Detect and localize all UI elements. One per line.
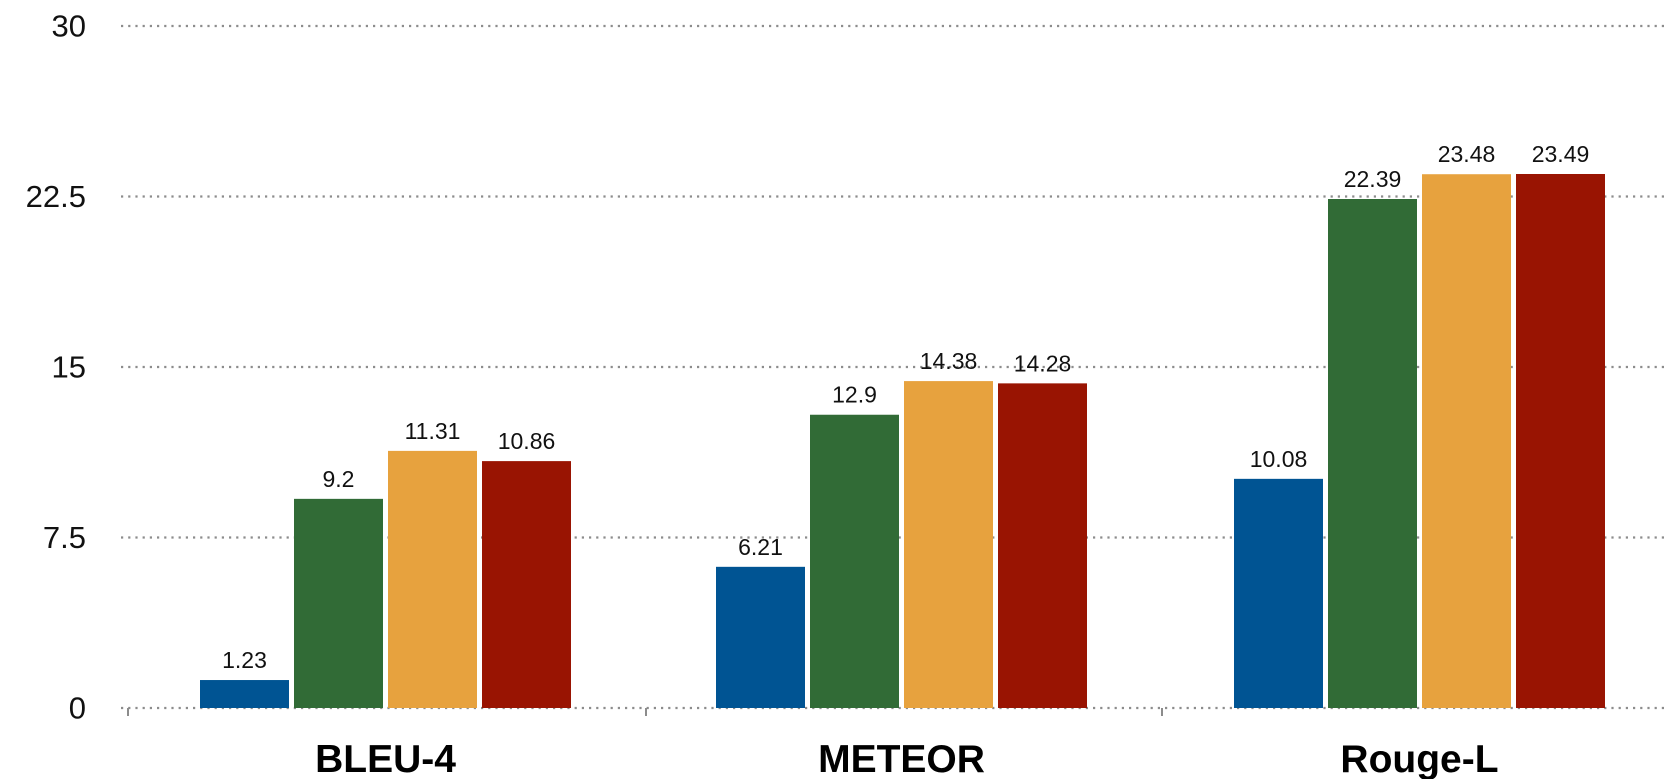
bar-rouge-l-series-4	[1516, 173, 1605, 708]
x-category-label: BLEU-4	[315, 738, 456, 779]
bar-bleu-4-series-3	[388, 450, 477, 708]
bars	[200, 173, 1605, 709]
bar-bleu-4-series-4	[482, 461, 571, 708]
bar-meteor-series-4	[998, 383, 1087, 708]
value-label: 6.21	[738, 534, 783, 560]
y-tick-label: 30	[52, 9, 86, 44]
value-label: 9.2	[323, 466, 355, 492]
bar-bleu-4-series-1	[200, 680, 289, 708]
value-label: 12.9	[832, 382, 877, 408]
value-labels: 1.23 6.21 10.08 9.2 12.9 22.39 11.31 14.38 23.48…	[222, 141, 1589, 673]
value-label: 10.86	[498, 428, 556, 454]
x-axis	[127, 708, 1163, 716]
x-axis-category-labels: BLEU-4 METEOR Rouge-L	[315, 738, 1498, 779]
bar-rouge-l-series-2	[1328, 199, 1417, 708]
bar-rouge-l-series-3	[1422, 174, 1511, 709]
y-tick-label: 0	[69, 691, 86, 726]
value-label: 10.08	[1250, 446, 1308, 472]
value-label: 1.23	[222, 647, 267, 673]
bar-meteor-series-3	[904, 381, 993, 708]
value-label: 23.49	[1532, 141, 1590, 167]
bar-meteor-series-2	[810, 414, 899, 708]
bar-meteor-series-1	[716, 566, 805, 708]
value-label: 14.28	[1014, 350, 1072, 376]
x-category-label: METEOR	[818, 738, 985, 779]
value-label: 23.48	[1438, 141, 1496, 167]
y-axis-tick-labels: 0 7.5 15 22.5 30	[26, 9, 86, 726]
y-tick-label: 7.5	[43, 520, 86, 555]
y-tick-label: 15	[52, 350, 86, 385]
x-category-label: Rouge-L	[1340, 738, 1498, 779]
value-label: 11.31	[405, 418, 461, 444]
bar-bleu-4-series-2	[294, 498, 383, 708]
value-label: 14.38	[920, 348, 978, 374]
value-label: 22.39	[1344, 166, 1402, 192]
bar-rouge-l-series-1	[1234, 478, 1323, 708]
y-tick-label: 22.5	[26, 179, 86, 214]
